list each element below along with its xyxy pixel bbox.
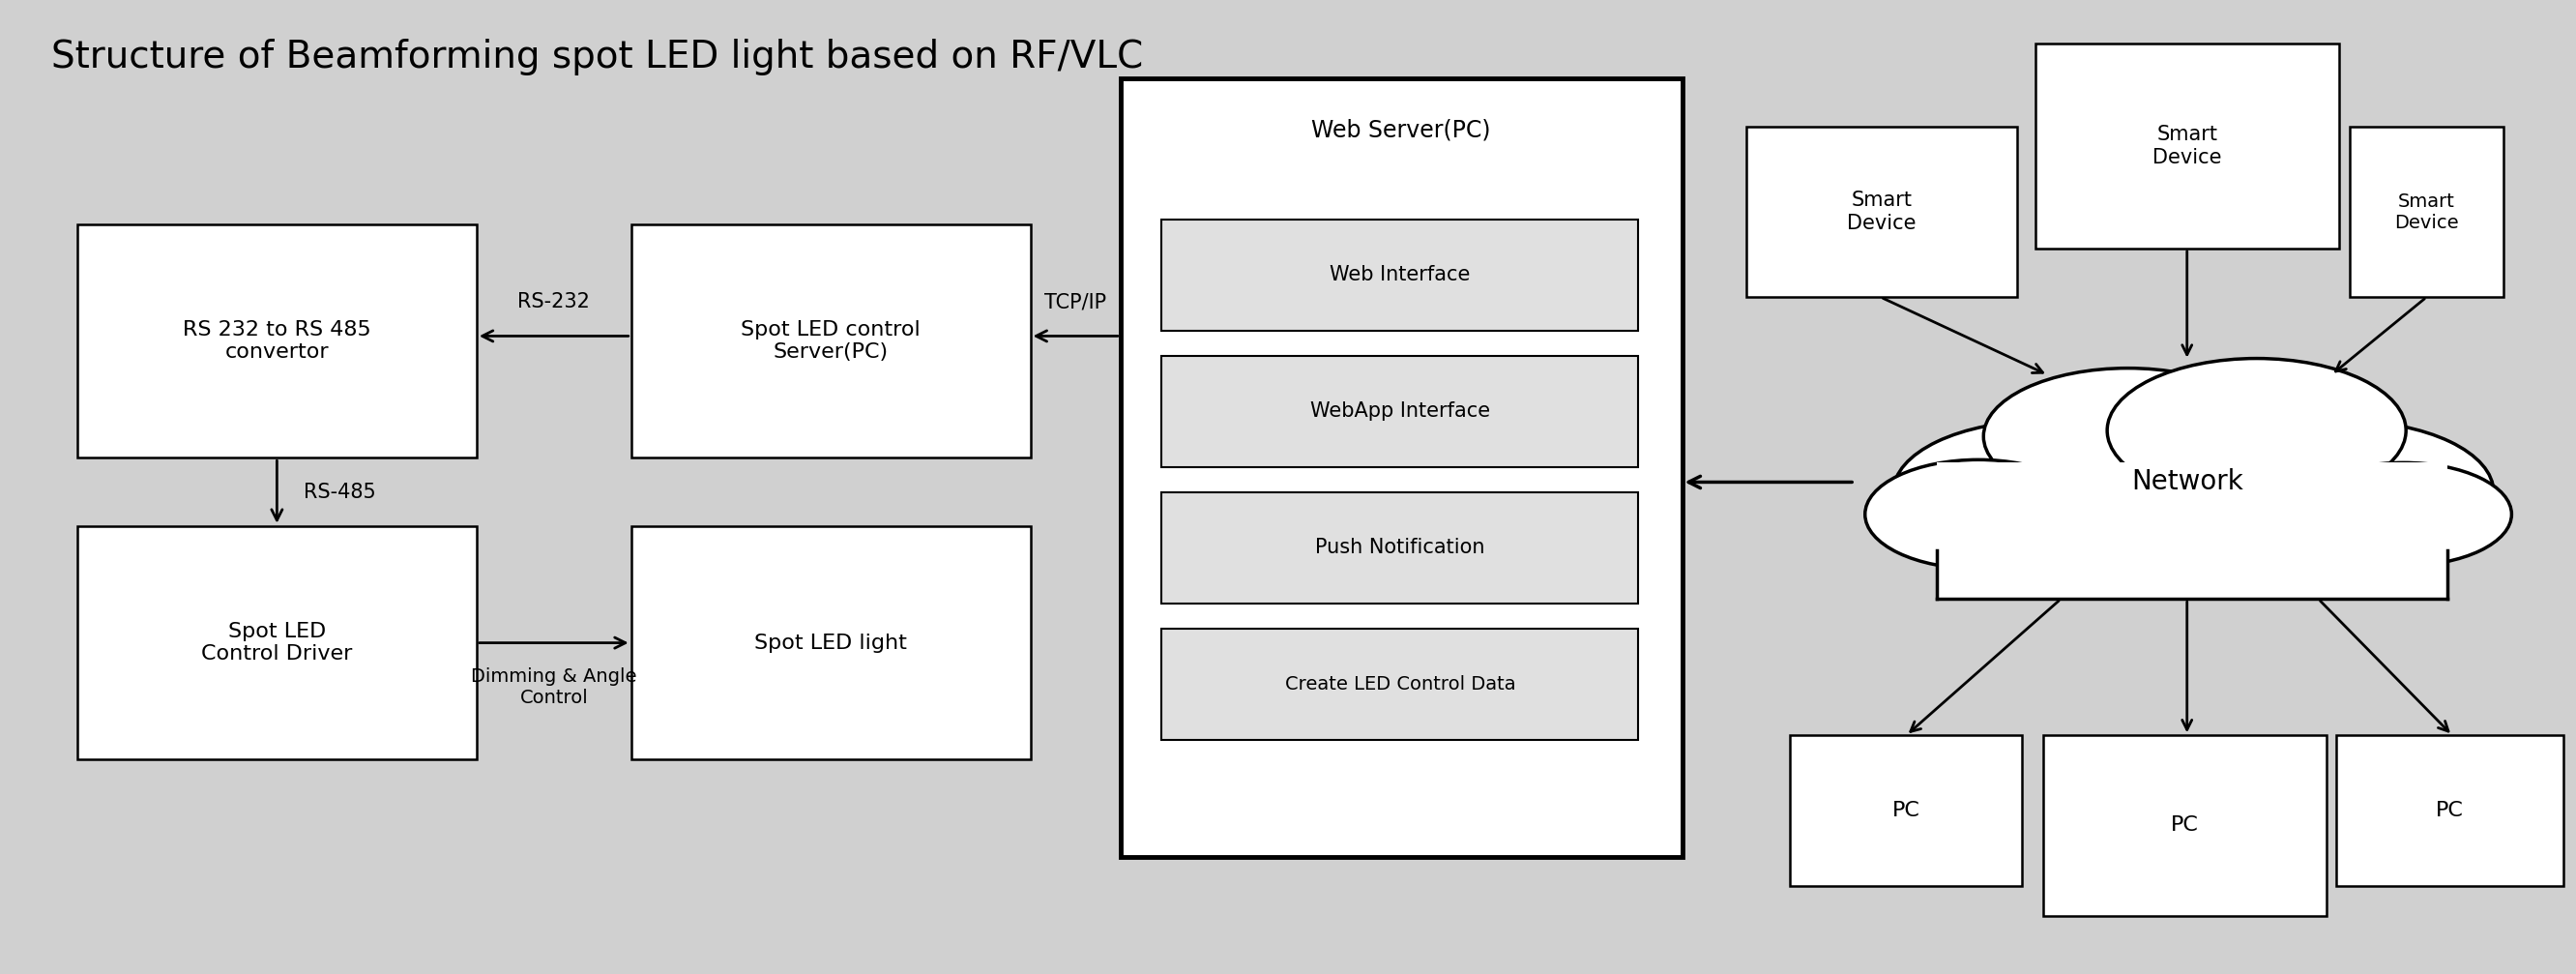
FancyBboxPatch shape [1747,127,2017,297]
FancyBboxPatch shape [1162,219,1638,331]
Text: TCP/IP: TCP/IP [1043,292,1108,312]
FancyBboxPatch shape [2349,127,2504,297]
Ellipse shape [1996,385,2383,570]
Ellipse shape [2107,358,2406,503]
FancyBboxPatch shape [1121,78,1682,857]
FancyBboxPatch shape [1162,492,1638,604]
Text: RS-485: RS-485 [304,482,376,502]
Text: PC: PC [1893,802,1919,820]
Text: Spot LED control
Server(PC): Spot LED control Server(PC) [742,320,920,361]
Text: Dimming & Angle
Control: Dimming & Angle Control [471,667,636,707]
Ellipse shape [1893,421,2192,563]
Ellipse shape [1865,460,2092,569]
FancyBboxPatch shape [1790,735,2022,886]
FancyBboxPatch shape [631,224,1030,458]
FancyBboxPatch shape [77,526,477,760]
Text: Spot LED light: Spot LED light [755,633,907,653]
Ellipse shape [2195,421,2494,563]
FancyBboxPatch shape [1162,356,1638,468]
Text: Smart
Device: Smart Device [2393,192,2460,232]
Text: Web Server(PC): Web Server(PC) [1311,119,1492,142]
Text: WebApp Interface: WebApp Interface [1311,402,1489,421]
Text: Web Interface: Web Interface [1329,266,1471,284]
Ellipse shape [2295,463,2512,566]
FancyBboxPatch shape [2336,735,2563,886]
FancyBboxPatch shape [1162,628,1638,740]
Text: Spot LED
Control Driver: Spot LED Control Driver [201,622,353,663]
Text: RS 232 to RS 485
convertor: RS 232 to RS 485 convertor [183,320,371,361]
FancyBboxPatch shape [1937,463,2447,599]
Text: Structure of Beamforming spot LED light based on RF/VLC: Structure of Beamforming spot LED light … [52,39,1144,76]
FancyBboxPatch shape [2035,44,2339,248]
FancyBboxPatch shape [77,224,477,458]
FancyBboxPatch shape [2043,735,2326,916]
Text: PC: PC [2437,802,2463,820]
Ellipse shape [1984,368,2272,505]
Text: Push Notification: Push Notification [1316,539,1484,557]
Text: Create LED Control Data: Create LED Control Data [1285,675,1515,693]
Text: Smart
Device: Smart Device [1847,191,1917,233]
Text: PC: PC [2172,816,2197,835]
Text: Network: Network [2130,468,2244,496]
Text: RS-232: RS-232 [518,292,590,312]
Text: Smart
Device: Smart Device [2154,126,2221,167]
FancyBboxPatch shape [631,526,1030,760]
